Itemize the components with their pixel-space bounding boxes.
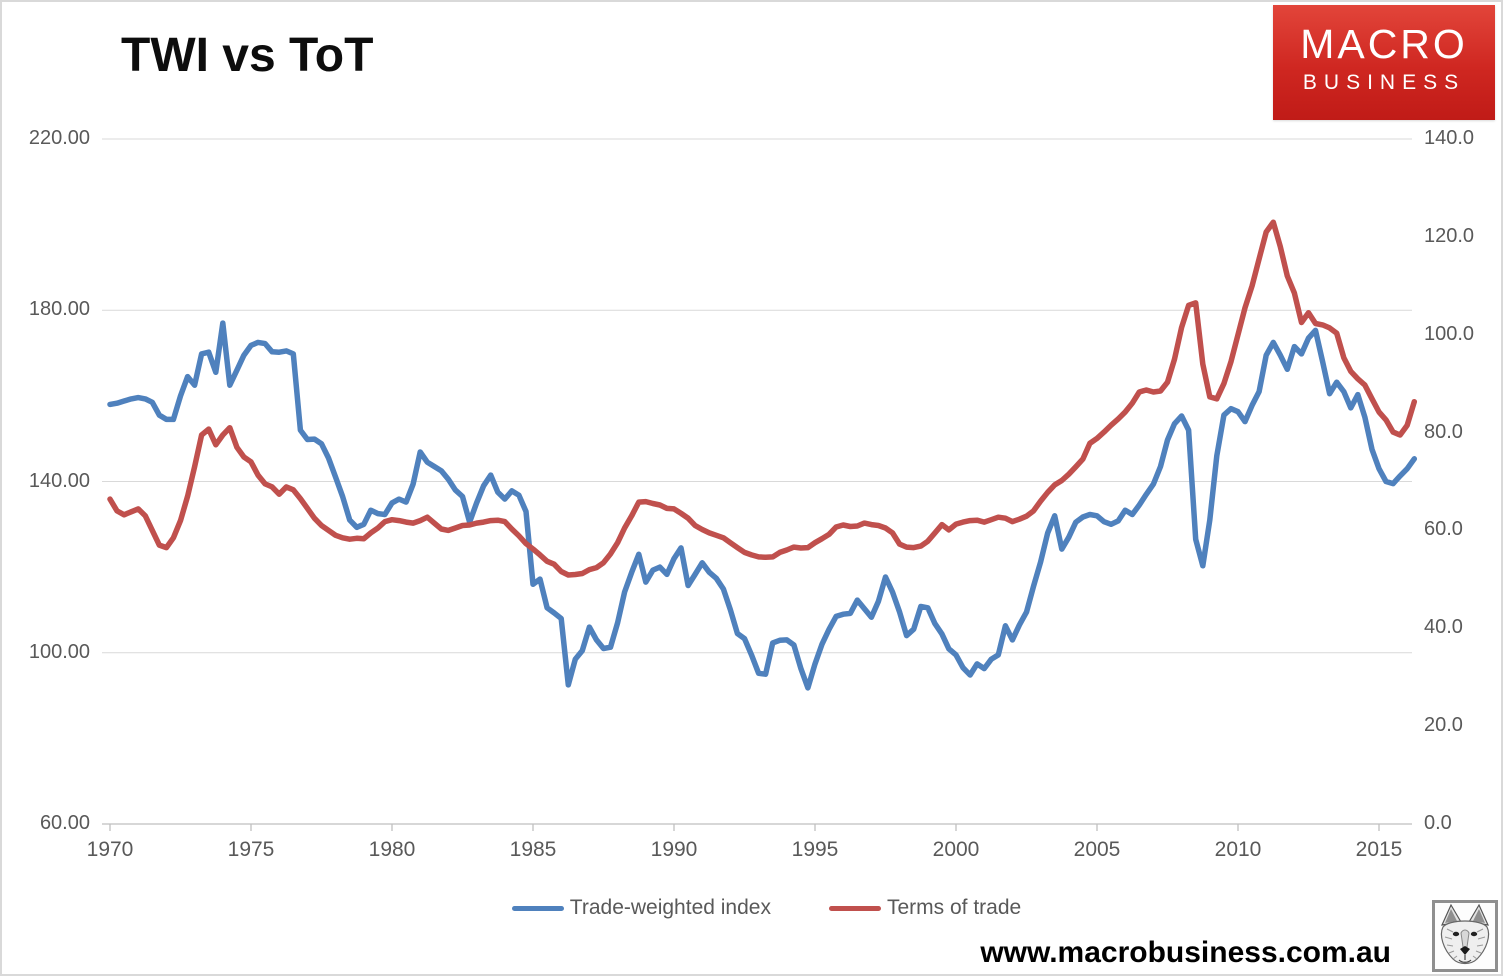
x-axis-label: 2000 [932, 838, 980, 861]
x-axis-label: 1970 [86, 838, 134, 861]
x-axis-label: 2015 [1355, 838, 1403, 861]
wolf-sketch-icon [1440, 903, 1490, 965]
x-axis-label: 1990 [650, 838, 698, 861]
wolf-logo [1432, 900, 1498, 972]
right-axis-label: 0.0 [1424, 812, 1452, 834]
legend-item-tot: Terms of trade [828, 896, 1022, 920]
right-axis-label: 60.0 [1424, 518, 1463, 541]
logo-word-business: BUSINESS [1302, 71, 1466, 94]
right-axis-label: 80.0 [1424, 420, 1463, 443]
site-url: www.macrobusiness.com.au [980, 936, 1391, 969]
right-axis-label: 100.0 [1424, 322, 1475, 345]
macrobusiness-logo: MACRO BUSINESS [1273, 5, 1495, 120]
x-axis-label: 1980 [368, 838, 416, 861]
left-axis-label: 220.00 [28, 127, 90, 149]
left-axis-label: 140.00 [28, 469, 90, 492]
right-axis-label: 140.0 [1424, 127, 1475, 149]
legend-label-twi: Trade-weighted index [569, 896, 771, 919]
logo-word-macro: MACRO [1300, 21, 1468, 67]
right-axis-label: 120.0 [1424, 224, 1475, 247]
right-axis-label: 40.0 [1424, 616, 1463, 639]
left-axis-label: 100.00 [28, 640, 90, 663]
legend-item-twi: Trade-weighted index [511, 896, 771, 920]
left-axis-label: 180.00 [28, 298, 90, 321]
series-line-twi [107, 320, 1418, 691]
series-line-tot [107, 219, 1418, 578]
right-axis-label: 20.0 [1424, 714, 1463, 737]
chart-title: TWI vs ToT [121, 29, 374, 82]
x-axis-label: 2010 [1214, 838, 1262, 861]
tot-line-swatch-icon [828, 905, 881, 911]
x-axis-label: 1985 [509, 838, 557, 861]
x-axis-label: 2005 [1073, 838, 1121, 861]
x-axis-label: 1995 [791, 838, 839, 861]
legend-label-tot: Terms of trade [886, 896, 1022, 919]
x-axis-label: 1975 [227, 838, 275, 861]
twi-line-swatch-icon [511, 905, 564, 911]
chart-legend: Trade-weighted index Terms of trade [2, 896, 1501, 920]
left-axis-label: 60.00 [39, 812, 90, 834]
